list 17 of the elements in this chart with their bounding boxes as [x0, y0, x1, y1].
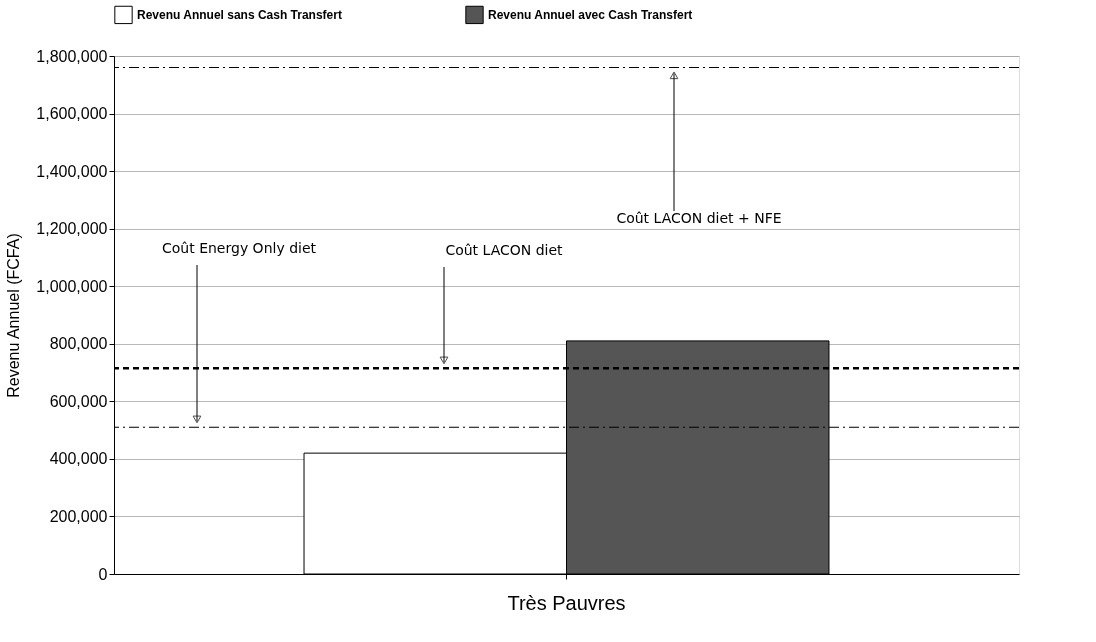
y-tick-label: 0	[98, 565, 108, 583]
y-tick-label: 1,000,000	[36, 277, 108, 295]
y-tick-label: 1,600,000	[36, 105, 108, 123]
x-tick-label: Très Pauvres	[507, 591, 626, 614]
ref-line-label: Coût LACON diet	[445, 242, 564, 258]
y-tick-label: 1,200,000	[36, 220, 108, 238]
y-tick-label: 800,000	[49, 335, 108, 353]
y-tick-label: 400,000	[49, 450, 108, 468]
ref-line-label: Coût LACON diet + NFE	[616, 210, 782, 226]
y-tick-label: 200,000	[49, 507, 108, 525]
legend-label: Revenu Annuel sans Cash Transfert	[137, 7, 342, 22]
y-tick-label: 600,000	[49, 392, 108, 410]
legend-label: Revenu Annuel avec Cash Transfert	[488, 7, 693, 22]
ref-line-label: Coût Energy Only diet	[161, 240, 317, 256]
y-axis-title: Revenu Annuel (FCFA)	[5, 233, 23, 398]
y-tick-label: 1,800,000	[36, 47, 108, 65]
y-tick-label: 1,400,000	[36, 162, 108, 180]
